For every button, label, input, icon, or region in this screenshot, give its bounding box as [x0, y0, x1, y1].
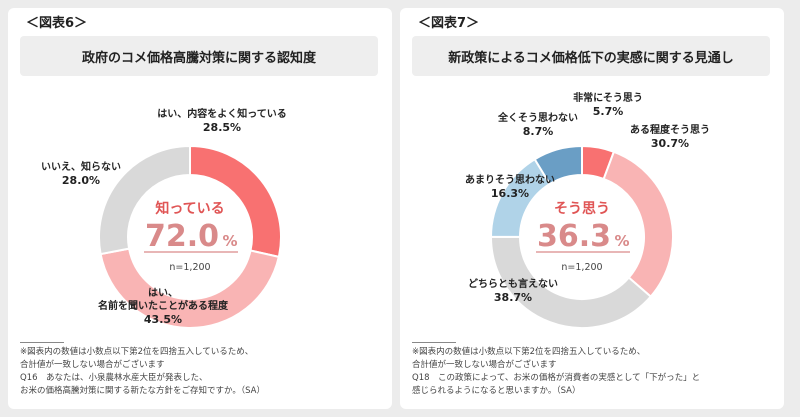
donut-slice-3: [490, 235, 653, 329]
slice-category-label: はい、: [148, 287, 178, 299]
center-value: 72.0: [145, 219, 219, 254]
donut-slice-5: [533, 144, 583, 186]
footnote-divider: [20, 342, 64, 343]
footnote-line: 感じられるようになると思いますか。（SA）: [412, 386, 581, 396]
slice-value-label: 38.7%: [494, 291, 532, 304]
figure-label: ＜図表7＞: [418, 16, 480, 31]
figure-label: ＜図表6＞: [26, 16, 88, 31]
center-label: そう思う: [554, 201, 610, 217]
footnote-line: Q16 あなたは、小泉農林水産大臣が発表した、: [20, 373, 208, 383]
slice-category-label: 非常にそう思う: [573, 91, 643, 104]
slice-value-label: 28.0%: [62, 174, 100, 187]
slice-category-label: どちらとも言えない: [468, 277, 558, 290]
footnote-line: ※図表内の数値は小数点以下第2位を四捨五入しているため、: [412, 347, 646, 357]
slice-value-label: 30.7%: [651, 137, 689, 150]
slice-value-label: 43.5%: [144, 313, 182, 326]
slice-category-label: いいえ、知らない: [41, 160, 121, 173]
center-label: 知っている: [155, 200, 224, 217]
donut-slice-3: [98, 144, 191, 256]
footnote-line: お米の価格高騰対策に関する新たな方針をご存知ですか。（SA）: [20, 386, 265, 396]
slice-category-label: あまりそう思わない: [465, 173, 555, 186]
sample-size-label: n=1,200: [561, 262, 602, 273]
footnote-line: ※図表内の数値は小数点以下第2位を四捨五入しているため、: [20, 347, 254, 357]
footnotes: ※図表内の数値は小数点以下第2位を四捨五入しているため、 合計値が一致しない場合…: [412, 342, 772, 398]
footnote-divider: [412, 342, 456, 343]
footnote-line: Q18 この政策によって、お米の価格が消費者の実感として「下がった」と: [412, 373, 701, 383]
center-unit: %: [614, 232, 629, 250]
footnote-line: 合計値が一致しない場合がございます: [20, 360, 165, 370]
slice-value-label: 16.3%: [491, 187, 529, 200]
footnote-line: 合計値が一致しない場合がございます: [412, 360, 557, 370]
footnotes: ※図表内の数値は小数点以下第2位を四捨五入しているため、 合計値が一致しない場合…: [20, 342, 380, 398]
slice-category-label: はい、内容をよく知っている: [157, 107, 287, 120]
panel-figure-6: ＜図表6＞ 政府のコメ価格高騰対策に関する認知度 はい、内容をよく知っている 28…: [8, 8, 392, 409]
slice-category-label: 名前を聞いたことがある程度: [98, 299, 229, 312]
slice-category-label: 全くそう思わない: [497, 111, 578, 124]
sample-size-label: n=1,200: [169, 262, 210, 273]
panel-figure-7: ＜図表7＞ 新政策によるコメ価格低下の実感に関する見通し 非常にそう思う 5.7%…: [400, 8, 784, 409]
chart-title: 新政策によるコメ価格低下の実感に関する見通し: [412, 36, 770, 76]
center-unit: %: [222, 232, 237, 250]
slice-value-label: 5.7%: [593, 105, 624, 118]
donut-slice-2: [99, 247, 281, 329]
slice-category-label: ある程度そう思う: [630, 123, 710, 136]
slice-value-label: 8.7%: [523, 125, 554, 138]
chart-title: 政府のコメ価格高騰対策に関する認知度: [20, 36, 378, 76]
center-value: 36.3: [537, 219, 611, 254]
donut-slice-2: [602, 150, 674, 299]
slice-value-label: 28.5%: [203, 121, 241, 134]
